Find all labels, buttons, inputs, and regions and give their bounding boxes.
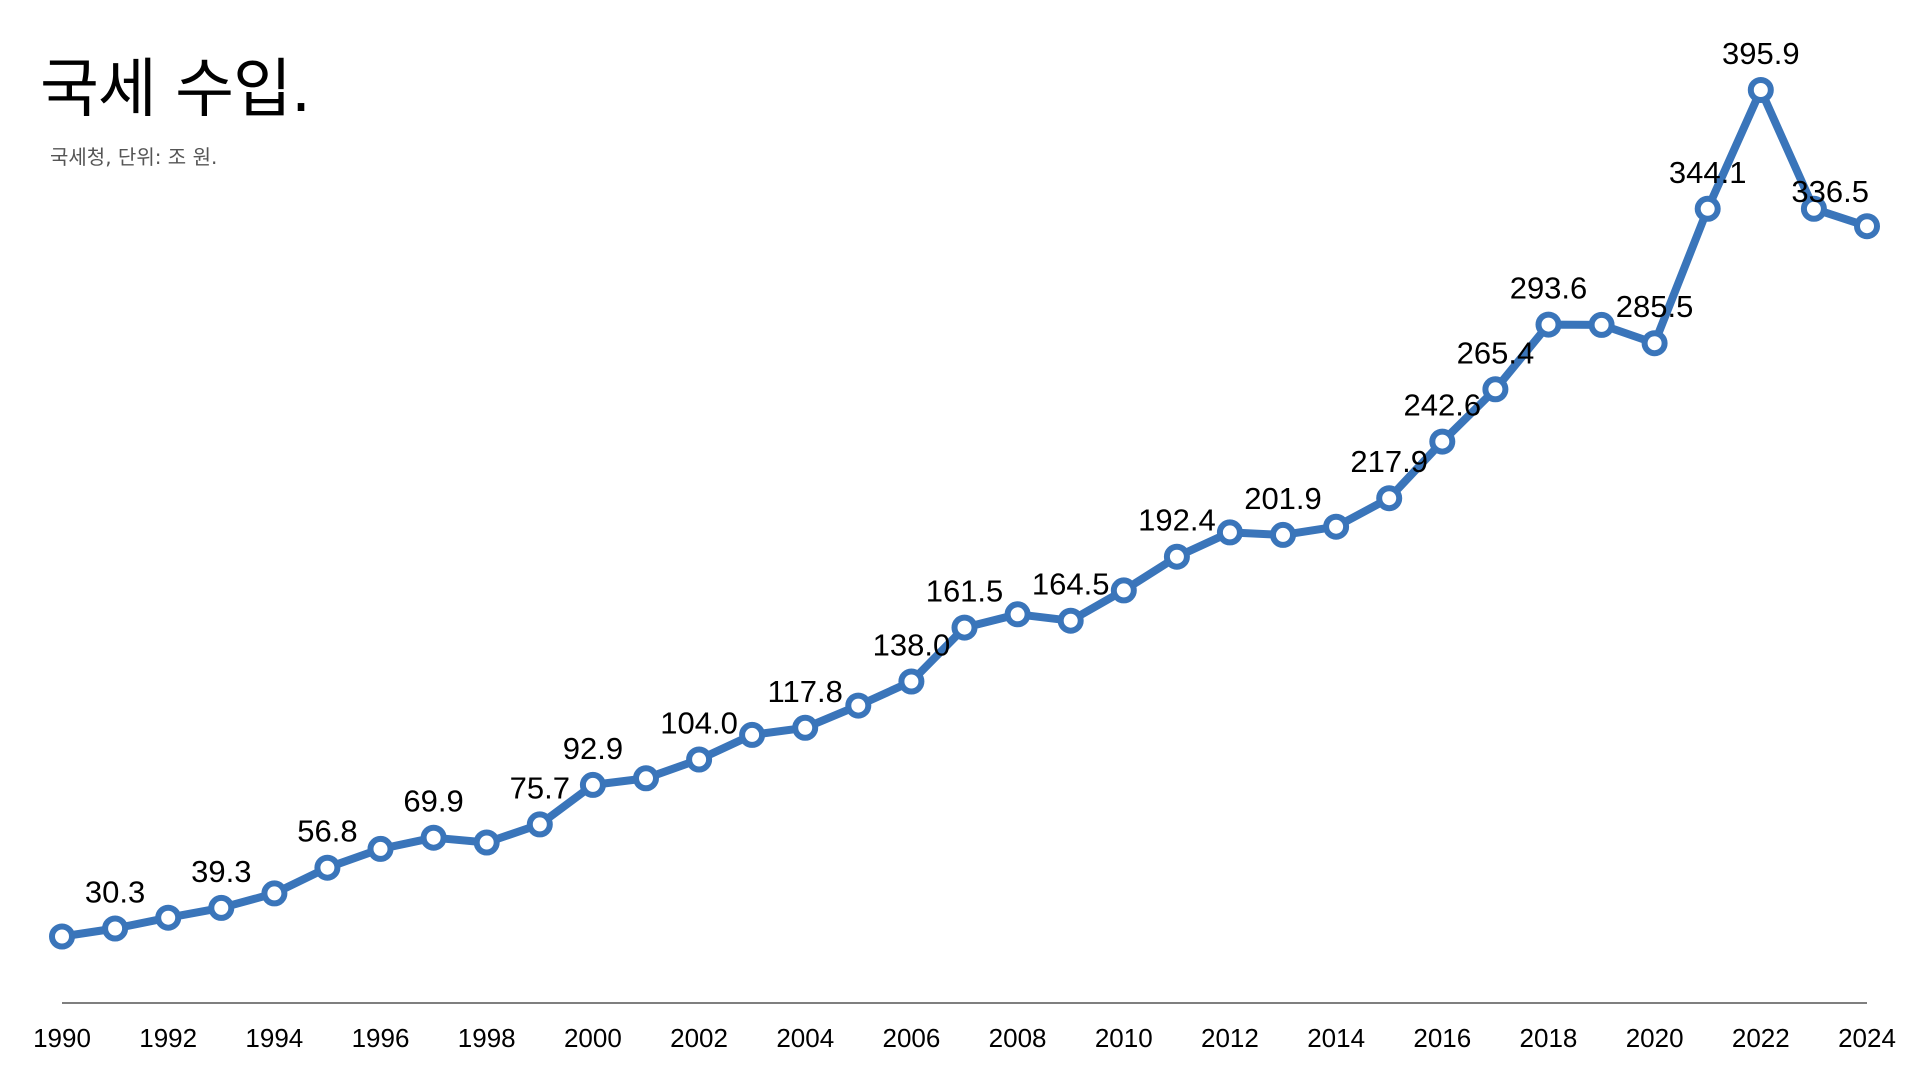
x-tick-label: 1996 — [352, 1023, 410, 1053]
data-point — [473, 829, 500, 856]
data-point — [1694, 195, 1721, 222]
x-tick-label: 2018 — [1520, 1023, 1578, 1053]
data-point — [1216, 519, 1243, 546]
data-point — [739, 721, 766, 748]
data-label: 201.9 — [1244, 481, 1322, 516]
data-label: 217.9 — [1350, 444, 1428, 479]
x-tick-label: 1998 — [458, 1023, 516, 1053]
data-label: 56.8 — [297, 814, 357, 849]
chart-title: 국세 수입. — [40, 53, 311, 127]
x-tick-label: 2014 — [1307, 1023, 1365, 1053]
data-point — [951, 614, 978, 641]
data-label: 395.9 — [1722, 36, 1800, 71]
x-tick-label: 2020 — [1626, 1023, 1684, 1053]
x-tick-label: 2010 — [1095, 1023, 1153, 1053]
data-label: 161.5 — [926, 574, 1004, 609]
data-label: 242.6 — [1404, 388, 1482, 423]
data-label: 92.9 — [563, 731, 623, 766]
data-point — [155, 904, 182, 931]
data-label: 75.7 — [510, 770, 570, 805]
data-point — [1588, 311, 1615, 338]
x-axis-ticks: 1990 1992 1994 1996 1998 2000 2002 2004 2006 2008… — [33, 1023, 1896, 1053]
x-tick-label: 2008 — [989, 1023, 1047, 1053]
data-point — [420, 824, 447, 851]
data-point — [208, 894, 235, 921]
data-label: 344.1 — [1669, 155, 1747, 190]
x-tick-label: 2022 — [1732, 1023, 1790, 1053]
data-point — [49, 923, 75, 950]
data-point — [579, 771, 606, 798]
x-tick-label: 2004 — [776, 1023, 834, 1053]
data-point — [1747, 77, 1774, 103]
x-tick-label: 1992 — [139, 1023, 197, 1053]
x-tick-label: 1994 — [245, 1023, 303, 1053]
data-point — [898, 668, 925, 695]
data-label: 192.4 — [1138, 503, 1216, 538]
data-point — [686, 746, 713, 773]
x-tick-label: 2024 — [1838, 1023, 1896, 1053]
x-tick-label: 2012 — [1201, 1023, 1259, 1053]
data-point — [1482, 376, 1509, 403]
chart-subtitle: 국세청, 단위: 조 원. — [50, 145, 218, 169]
data-point — [1854, 213, 1880, 240]
x-tick-label: 2000 — [564, 1023, 622, 1053]
data-point — [792, 714, 819, 741]
data-point — [102, 915, 129, 942]
data-point — [633, 765, 659, 792]
data-point — [526, 811, 553, 838]
data-point — [1323, 513, 1350, 540]
x-tick-label: 2006 — [882, 1023, 940, 1053]
data-label: 265.4 — [1457, 335, 1535, 370]
x-tick-label: 1990 — [33, 1023, 91, 1053]
series-line — [58, 86, 1871, 941]
data-point — [1163, 543, 1190, 570]
data-label: 30.3 — [85, 875, 145, 910]
data-label: 117.8 — [768, 674, 843, 709]
series-markers — [49, 77, 1880, 950]
data-label: 39.3 — [191, 854, 251, 889]
x-tick-label: 2016 — [1413, 1023, 1471, 1053]
x-tick-label: 2002 — [670, 1023, 728, 1053]
data-point — [1376, 485, 1403, 512]
data-point — [1800, 195, 1827, 222]
data-point — [314, 854, 341, 881]
data-point — [1535, 311, 1562, 338]
data-point — [367, 835, 394, 862]
data-point — [1429, 428, 1456, 455]
data-label: 336.5 — [1791, 174, 1869, 209]
data-point — [1057, 607, 1084, 634]
data-point — [845, 692, 872, 719]
data-label: 69.9 — [403, 784, 463, 819]
data-point — [1004, 601, 1031, 628]
data-labels: 30.3 39.3 56.8 69.9 75.7 92.9 104.0 117.8 138.0 1… — [85, 36, 1869, 910]
data-point — [1110, 577, 1137, 604]
data-point — [261, 880, 288, 907]
data-point — [1641, 330, 1668, 357]
data-label: 104.0 — [660, 706, 738, 741]
data-label: 293.6 — [1510, 271, 1588, 306]
data-label: 285.5 — [1616, 289, 1694, 324]
data-label: 138.0 — [873, 628, 951, 663]
data-point — [1270, 521, 1296, 548]
data-label: 164.5 — [1032, 567, 1110, 602]
